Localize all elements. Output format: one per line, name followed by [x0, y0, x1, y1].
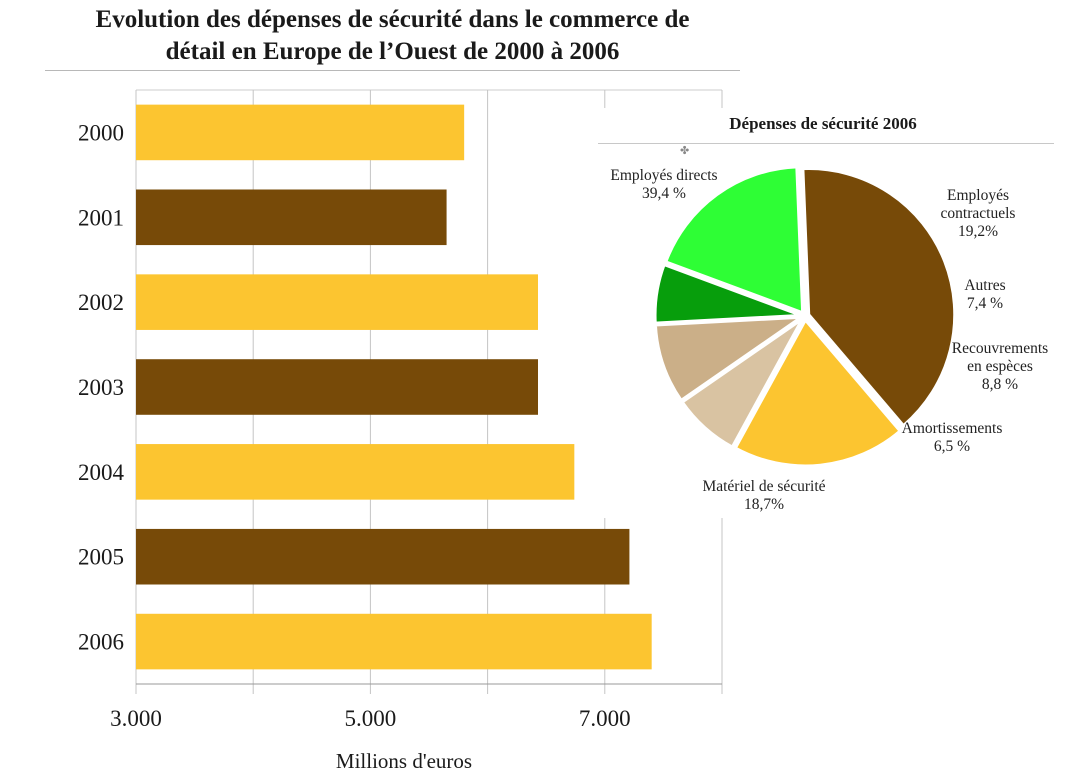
pie-slice-label-line: 19,2% [957, 223, 999, 240]
category-label-2002: 2002 [78, 290, 124, 315]
category-label-2000: 2000 [78, 120, 124, 145]
pie-slice-label-line: Autres [964, 277, 1006, 294]
pie-slice-label: Employés contractuels 19,2% [941, 187, 1016, 241]
bar-2004 [136, 444, 575, 500]
x-tick-label: 5.000 [345, 706, 397, 731]
pie-slice-label-line: Matériel de sécurité [702, 478, 826, 495]
pie-slice-label-line: Employés directs [610, 167, 718, 184]
bar-2002 [136, 274, 538, 330]
category-label-2005: 2005 [78, 545, 124, 570]
category-label-2004: 2004 [78, 460, 125, 485]
pie-slice-label: Amortissements 6,5 % [902, 420, 1003, 456]
chart-title-line-2: détail en Europe de l’Ouest de 2000 à 20… [165, 38, 620, 65]
pie-slice-label: Matériel de sécurité 18,7% [702, 478, 825, 514]
pie-slice-label-line: 6,5 % [933, 438, 971, 455]
bar-2003 [136, 359, 538, 415]
pie-slice-label-line: contractuels [940, 205, 1016, 222]
bar-2005 [136, 528, 630, 585]
category-label-2006: 2006 [78, 630, 124, 655]
pie-title: Dépenses de sécurité 2006 [729, 114, 917, 133]
pie-slice-label-line: 8,8 % [981, 376, 1019, 393]
crosshair-cursor-icon: ✤ [680, 144, 690, 157]
pie-slice-label: Autres 7,4 % [964, 277, 1005, 313]
pie-slice-label-line: 18,7% [743, 496, 785, 513]
category-label-2001: 2001 [78, 205, 124, 230]
category-label-2003: 2003 [78, 375, 124, 400]
pie-slice-label-line: Amortissements [901, 420, 1003, 437]
pie-title-divider [598, 143, 1054, 144]
pie-slice-label-line: en espèces [967, 358, 1033, 375]
x-tick-label: 7.000 [579, 706, 631, 731]
pie-slice-label-line: Recouvrements [951, 340, 1049, 357]
pie-slice-label: Employés directs 39,4 % [610, 167, 717, 203]
pie-slice-label: Recouvrements en espèces 8,8 % [952, 340, 1048, 394]
title-divider [45, 70, 740, 71]
pie-slice-label-line: 7,4 % [966, 295, 1004, 312]
bar-2001 [136, 189, 447, 246]
pie-slice-label-line: Employés [946, 187, 1009, 204]
x-axis-label: Millions d'euros [336, 749, 472, 773]
pie-slice-label-line: 39,4 % [642, 185, 686, 202]
bar-2006 [136, 613, 652, 670]
chart-title-line-1: Evolution des dépenses de sécurité dans … [95, 6, 690, 33]
x-tick-label: 3.000 [110, 706, 162, 731]
bar-2000 [136, 104, 465, 161]
chart-title: Evolution des dépenses de sécurité dans … [45, 4, 740, 68]
